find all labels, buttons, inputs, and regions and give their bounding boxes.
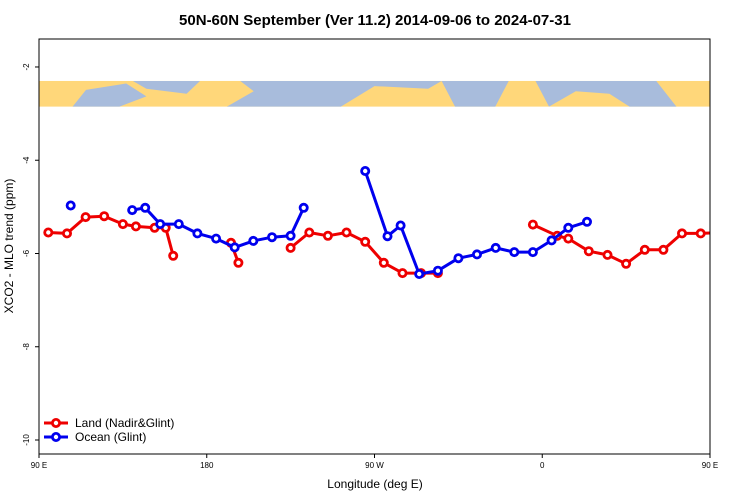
data-point: [360, 165, 371, 176]
data-point: [211, 233, 222, 244]
data-point: [677, 228, 688, 239]
data-point: [285, 230, 296, 241]
data-point: [583, 246, 594, 257]
y-axis-label: XCO2 - MLO trend (ppm): [2, 179, 16, 314]
data-point: [43, 227, 54, 238]
data-point: [130, 221, 141, 232]
data-point: [127, 205, 138, 216]
y-tick-label: -4: [22, 156, 31, 164]
chart-title: 50N-60N September (Ver 11.2) 2014-09-06 …: [179, 12, 571, 29]
data-point: [527, 247, 538, 258]
data-point: [192, 228, 203, 239]
data-point: [490, 242, 501, 253]
y-tick-label: -2: [22, 63, 31, 71]
legend: Land (Nadir&Glint)Ocean (Glint): [44, 416, 174, 444]
legend-label: Ocean (Glint): [75, 430, 146, 444]
data-point: [602, 249, 613, 260]
data-point: [99, 211, 110, 222]
data-point: [414, 268, 425, 279]
data-point: [341, 227, 352, 238]
legend-label: Land (Nadir&Glint): [75, 416, 174, 430]
data-point: [117, 219, 128, 230]
data-point: [582, 216, 593, 227]
x-tick-label: 90 W: [365, 461, 384, 470]
data-point: [382, 231, 393, 242]
data-point: [378, 257, 389, 268]
data-point: [304, 227, 315, 238]
data-point: [298, 202, 309, 213]
y-tick-label: -6: [22, 249, 31, 257]
data-point: [658, 244, 669, 255]
y-tick-label: -8: [22, 343, 31, 351]
data-point: [233, 257, 244, 268]
map-ocean: [226, 81, 442, 107]
data-point: [62, 228, 73, 239]
x-tick-label: 180: [200, 461, 214, 470]
x-tick-label: 0: [540, 461, 545, 470]
data-point: [155, 219, 166, 230]
map-ocean: [441, 81, 509, 107]
legend-marker: [51, 417, 62, 428]
world-map-band: [39, 80, 710, 107]
x-axis-label: Longitude (deg E): [327, 477, 422, 491]
data-point: [80, 212, 91, 223]
data-point: [168, 250, 179, 261]
data-point: [527, 219, 538, 230]
map-ocean: [535, 81, 677, 107]
legend-marker: [51, 431, 62, 442]
data-point: [248, 235, 259, 246]
data-point: [695, 228, 706, 239]
data-point: [229, 242, 240, 253]
map-ocean: [72, 83, 147, 107]
data-point: [509, 247, 520, 258]
data-point: [546, 235, 557, 246]
x-tick-label: 90 E: [31, 461, 47, 470]
data-point: [563, 222, 574, 233]
data-point: [173, 219, 184, 230]
data-point: [563, 233, 574, 244]
data-point: [621, 258, 632, 269]
y-tick-label: -10: [22, 434, 31, 446]
data-point: [734, 202, 741, 209]
data-point: [360, 236, 371, 247]
data-point: [140, 202, 151, 213]
data-point: [285, 242, 296, 253]
x-tick-label: 90 E: [702, 461, 718, 470]
data-point: [432, 265, 443, 276]
data-point: [65, 200, 76, 211]
data-point: [716, 229, 723, 236]
data-point: [322, 230, 333, 241]
data-point: [471, 249, 482, 260]
data-point: [734, 230, 741, 237]
data-point: [453, 253, 464, 264]
map-ocean: [132, 81, 200, 94]
series-ocean: [65, 165, 741, 279]
data-point: [266, 232, 277, 243]
data-point: [395, 220, 406, 231]
data-point: [639, 244, 650, 255]
data-point: [397, 268, 408, 279]
